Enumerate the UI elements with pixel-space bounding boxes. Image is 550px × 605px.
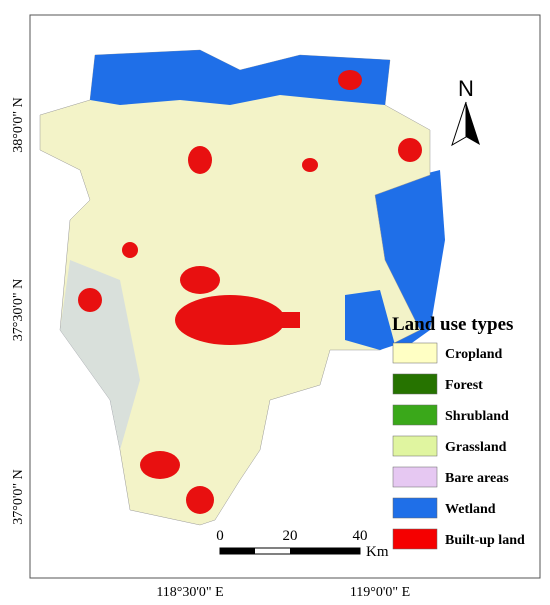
scale-tick-label: 40 — [353, 528, 368, 544]
north-label: N — [458, 76, 474, 101]
north-arrow: N — [451, 76, 480, 147]
legend-swatch — [392, 497, 438, 519]
legend-label: Forest — [445, 378, 483, 393]
lon-label: 119°0'0" E — [350, 585, 410, 600]
legend-swatch — [392, 342, 438, 364]
scale-tick-label: 20 — [283, 528, 298, 544]
scale-segment — [325, 548, 360, 554]
legend-label: Cropland — [445, 347, 503, 362]
lon-labels: 118°30'0" E 119°0'0" E — [156, 585, 410, 600]
scale-segment — [220, 548, 255, 554]
scale-unit: Km — [366, 544, 389, 560]
lat-label: 37°0'0" N — [11, 469, 26, 524]
legend-label: Bare areas — [445, 471, 509, 486]
legend-swatch — [392, 466, 438, 488]
map-frame — [29, 14, 541, 579]
legend-swatch — [392, 404, 438, 426]
scale-segment — [290, 548, 325, 554]
legend-label: Wetland — [445, 502, 496, 517]
scale-tick-label: 0 — [216, 528, 224, 544]
legend-label: Grassland — [445, 440, 507, 455]
legend-label: Built-up land — [445, 533, 525, 548]
legend-swatch — [392, 528, 438, 550]
lat-labels: 38°0'0" N 37°30'0" N 37°0'0" N — [11, 97, 26, 524]
lat-label: 38°0'0" N — [11, 97, 26, 152]
legend: Land use types Cropland Forest Shrubland Gra… — [392, 314, 525, 550]
legend-swatch — [392, 435, 438, 457]
study-area — [39, 49, 445, 526]
legend-swatch — [392, 373, 438, 395]
legend-title: Land use types — [392, 314, 513, 335]
lat-label: 37°30'0" N — [11, 279, 26, 341]
legend-label: Shrubland — [445, 409, 509, 424]
lon-label: 118°30'0" E — [156, 585, 223, 600]
